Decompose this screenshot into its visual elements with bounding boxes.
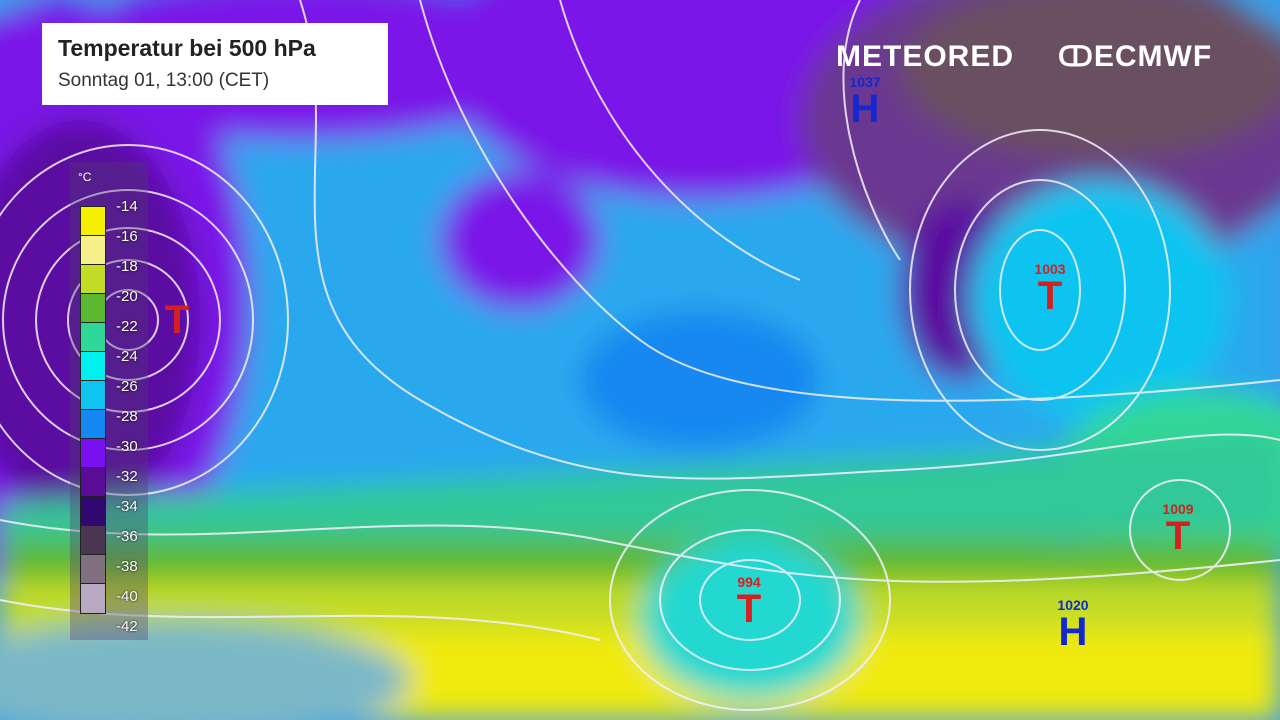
temperature-legend: °C -14 -16 -18 -20 -22 -24 -26 -28 -30 -32 -34 -36 -… (70, 162, 148, 640)
legend-unit: °C (78, 170, 92, 184)
map-subtitle: Sonntag 01, 13:00 (CET) (58, 70, 270, 91)
legend-label: -26 (116, 378, 138, 395)
legend-label: -42 (116, 618, 138, 635)
high-pressure-marker: H (1058, 610, 1088, 654)
ecmwf-text: ECMWF (1093, 40, 1213, 73)
legend-label: -24 (116, 348, 138, 365)
low-pressure-marker: T (1165, 514, 1191, 558)
legend-swatch (81, 410, 105, 439)
legend-swatch (81, 439, 105, 468)
ecmwf-logo: ↀECMWF (1058, 40, 1212, 74)
legend-label: -16 (116, 228, 138, 245)
legend-swatch (81, 294, 105, 323)
legend-swatch (81, 381, 105, 410)
low-pressure-marker: T (164, 298, 190, 342)
high-pressure-marker: H (850, 87, 880, 131)
map-title: Temperatur bei 500 hPa (58, 35, 316, 61)
legend-swatches (80, 206, 106, 614)
legend-label: -28 (116, 408, 138, 425)
legend-swatch (81, 323, 105, 352)
legend-swatch (81, 236, 105, 265)
legend-swatch (81, 584, 105, 613)
legend-label: -36 (116, 528, 138, 545)
legend-label: -20 (116, 288, 138, 305)
legend-label: -30 (116, 438, 138, 455)
legend-swatch (81, 265, 105, 294)
pressure-value: 1003 (1034, 261, 1066, 277)
pressure-value: 1009 (1162, 501, 1194, 517)
legend-swatch (81, 497, 105, 526)
legend-label: -38 (116, 558, 138, 575)
title-box: Temperatur bei 500 hPa Sonntag 01, 13:00… (42, 23, 388, 105)
legend-label: -34 (116, 498, 138, 515)
meteored-logo: METEORED (836, 40, 1015, 73)
legend-swatch (81, 526, 105, 555)
legend-label: -18 (116, 258, 138, 275)
legend-swatch (81, 352, 105, 381)
pressure-value: 994 (737, 574, 761, 590)
pressure-value: 1020 (1057, 597, 1089, 613)
ecmwf-symbol-icon: ↀ (1058, 41, 1094, 72)
low-pressure-marker: T (736, 587, 762, 631)
pressure-value: 1037 (849, 74, 881, 90)
legend-swatch (81, 468, 105, 497)
legend-label: -32 (116, 468, 138, 485)
legend-label: -22 (116, 318, 138, 335)
legend-label: -40 (116, 588, 138, 605)
legend-swatch (81, 207, 105, 236)
legend-swatch (81, 555, 105, 584)
legend-label: -14 (116, 198, 138, 215)
low-pressure-marker: T (1037, 274, 1063, 318)
